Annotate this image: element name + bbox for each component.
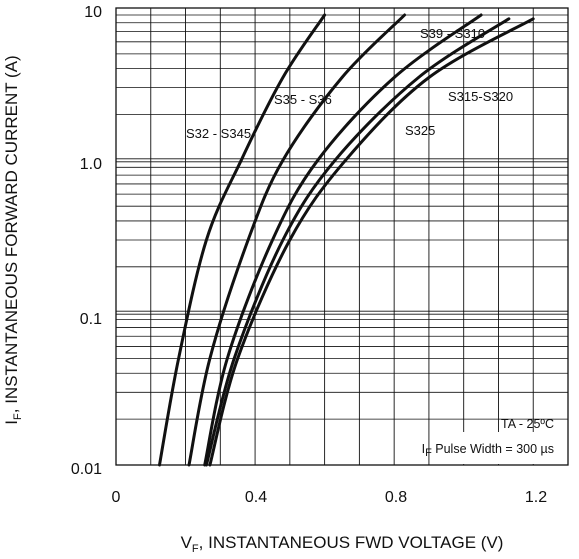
series-label: S325 <box>405 123 435 138</box>
y-tick-label: 1.0 <box>80 156 102 173</box>
y-tick-label: 0.01 <box>71 461 102 478</box>
y-tick-label: 0.1 <box>80 311 102 328</box>
x-tick-label: 0 <box>112 489 121 506</box>
temperature-note: TA - 25ºC <box>501 417 554 431</box>
y-axis-title: IF, INSTANTANEOUS FORWARD CURRENT (A) <box>2 55 24 424</box>
series-label: S32 - S345 <box>186 126 251 141</box>
x-tick-label: 1.2 <box>525 489 547 506</box>
series-curve <box>158 13 327 467</box>
series-curve <box>208 17 535 467</box>
series-curve <box>204 17 511 467</box>
x-axis-title: VF, INSTANTANEOUS FWD VOLTAGE (V) <box>181 533 504 555</box>
series-label: S315-S320 <box>448 89 513 104</box>
pulse-width-note: IF Pulse Width = 300 µs <box>422 442 554 459</box>
conditions-box <box>436 432 562 464</box>
series-label: S39 - S310 <box>420 26 485 41</box>
x-tick-label: 0.4 <box>245 489 267 506</box>
grid <box>116 8 568 465</box>
y-tick-label: 10 <box>84 4 102 21</box>
x-tick-label: 0.8 <box>385 489 407 506</box>
series-curve <box>203 13 483 467</box>
plot-frame <box>115 7 569 466</box>
series-curves <box>158 13 535 467</box>
series-curve <box>187 13 407 467</box>
series-label: S35 - S36 <box>274 92 332 107</box>
